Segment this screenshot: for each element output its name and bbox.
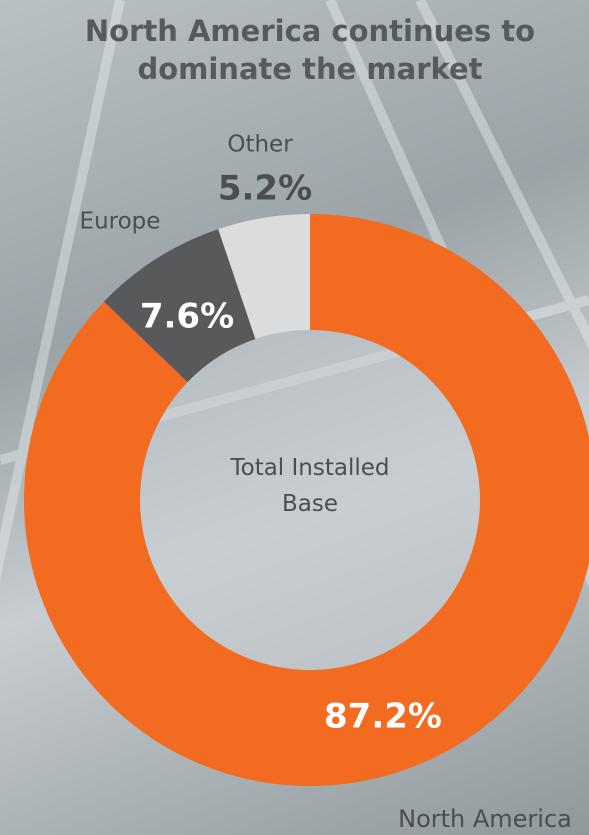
value-label: 5.2% [218,169,312,209]
donut-slice [103,229,256,383]
center-label: Total Installed Base [230,455,390,517]
donut-slice [218,214,310,339]
chart-title: North America continues to dominate the … [84,14,536,86]
value-label: 7.6% [140,297,234,337]
value-label: 87.2% [324,697,442,737]
donut-slice [24,214,589,786]
category-label: Other [227,132,293,158]
category-label: North America [398,805,572,833]
center-disc [140,330,480,670]
category-label: Europe [80,209,161,235]
